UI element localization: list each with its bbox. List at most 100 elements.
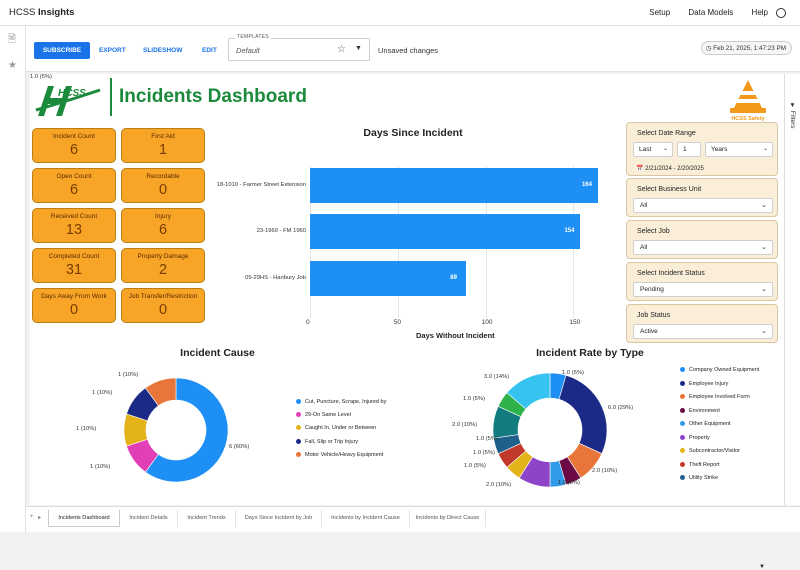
legend-item[interactable]: Caught In, Under or Between — [296, 425, 376, 431]
legend-item[interactable]: Theft Report — [680, 462, 720, 468]
kpi-label: Recordable — [146, 173, 180, 180]
kpi-days-away[interactable]: Days Away From Work 0 — [32, 288, 116, 323]
job-status-value: Active — [640, 328, 658, 335]
refresh-datetime-chip[interactable]: ◷ Feb 21, 2025, 1:47:23 PM — [700, 41, 792, 55]
legend-swatch — [680, 461, 685, 467]
date-mode-value: Last — [639, 146, 652, 153]
star-icon[interactable]: ★ — [8, 60, 17, 71]
hcss-logo: HCSS — [35, 86, 101, 116]
slideshow-button[interactable]: SLIDESHOW — [143, 47, 183, 54]
legend-item[interactable]: Environment — [680, 408, 720, 414]
kpi-injury[interactable]: Injury 6 — [121, 208, 205, 243]
legend-item[interactable]: Property — [680, 435, 710, 441]
app-brand[interactable]: HCSS Insights — [9, 7, 74, 18]
rate-slice[interactable] — [506, 372, 551, 410]
chevron-down-icon: ⌄ — [761, 244, 767, 251]
dashboard-title: Incidents Dashboard — [119, 86, 307, 107]
export-button[interactable]: EXPORT — [99, 47, 126, 54]
business-unit-select[interactable]: All ⌄ — [633, 198, 773, 213]
incident-cause-title: Incident Cause — [180, 347, 255, 359]
date-range-text[interactable]: 📅 2/21/2024 - 2/20/2025 — [636, 165, 704, 172]
job-status-select[interactable]: Active ⌄ — [633, 324, 773, 339]
legend-item[interactable]: Employee Involved Form — [680, 394, 750, 400]
kpi-received-count[interactable]: Received Count 13 — [32, 208, 116, 243]
kpi-label: Injury — [155, 213, 171, 220]
incident-status-select[interactable]: Pending ⌄ — [633, 282, 773, 297]
job-select[interactable]: All ⌄ — [633, 240, 773, 255]
kpi-completed-count[interactable]: Completed Count 31 — [32, 248, 116, 283]
legend-item[interactable]: 29-On Same Level — [296, 412, 351, 418]
legend-item[interactable]: Employee Injury — [680, 381, 728, 387]
cause-slice[interactable] — [145, 377, 177, 407]
legend-label: Property — [689, 434, 710, 441]
legend-item[interactable]: Cut, Puncture, Scrape, Injured by — [296, 399, 386, 405]
rate-slice-label: 1.0 (5%) — [562, 370, 584, 376]
legend-label: Company Owned Equipment — [689, 367, 760, 373]
date-range-mode-select[interactable]: Last ⌄ — [633, 142, 673, 157]
rate-slice-label: 6.0 (29%) — [608, 405, 634, 411]
favorite-star-icon[interactable]: ☆ — [337, 44, 346, 55]
kpi-value: 0 — [69, 302, 79, 318]
dashboard-canvas: HCSS Incidents Dashboard HCSS Safety Inc… — [30, 74, 784, 570]
tab-incidents-by-incident-cause[interactable]: Incidents by Incident Cause — [322, 510, 410, 527]
templates-select[interactable]: TEMPLATES Default ☆ ▼ — [228, 34, 370, 61]
kpi-label: First Aid — [151, 133, 175, 140]
legend-swatch — [296, 425, 301, 431]
legend-swatch — [680, 380, 685, 386]
logo-divider — [110, 78, 112, 116]
kpi-value: 31 — [65, 262, 83, 278]
bar[interactable] — [310, 168, 598, 203]
legend-scroll-down-icon[interactable]: ▼ — [759, 564, 765, 570]
legend-item[interactable]: Company Owned Equipment — [680, 367, 759, 373]
top-bar: HCSS Insights Setup Data Models Help — [0, 0, 800, 26]
cause-slice[interactable] — [145, 377, 229, 483]
rate-slice-label: 3.0 (14%) — [484, 374, 510, 380]
legend-swatch — [680, 434, 685, 440]
bar-category-label: 05-29HS - Hanbury Job — [245, 275, 306, 281]
kpi-open-count[interactable]: Open Count 6 — [32, 168, 116, 203]
tabs-scroll-icon[interactable]: ▸ — [38, 515, 42, 521]
kpi-value: 6 — [69, 182, 79, 198]
kpi-property-damage[interactable]: Property Damage 2 — [121, 248, 205, 283]
kpi-label: Days Away From Work — [41, 293, 107, 300]
legend-item[interactable]: Motor Vehicle/Heavy Equipment — [296, 452, 383, 458]
bar[interactable] — [310, 214, 581, 249]
legend-item[interactable]: Utility Strike — [680, 475, 718, 481]
tab-incidents-by-direct-cause[interactable]: Incidents by Direct Cause — [410, 510, 486, 527]
kpi-recordable[interactable]: Recordable 0 — [121, 168, 205, 203]
bar-category-label: 23-1960 - FM 1960 — [256, 228, 306, 234]
date-range-value: 2/21/2024 - 2/20/2025 — [645, 166, 704, 172]
tab-incident-details[interactable]: Incident Details — [120, 510, 178, 527]
tab-days-since-incident-by-job[interactable]: Days Since Incident by Job — [236, 510, 322, 527]
clock-icon: ◷ — [705, 45, 712, 52]
legend-swatch — [680, 421, 685, 427]
kpi-job-transfer[interactable]: Job Transfer/Restriction 0 — [121, 288, 205, 323]
bar[interactable] — [310, 261, 467, 296]
legend-label: Motor Vehicle/Heavy Equipment — [305, 451, 384, 458]
tabs-add-icon[interactable]: + — [30, 514, 34, 520]
bar-value-label: 154 — [564, 228, 575, 234]
bar-x-tick: 0 — [306, 319, 310, 326]
date-range-unit-select[interactable]: Years ⌄ — [705, 142, 773, 157]
caret-down-icon[interactable]: ▼ — [355, 45, 362, 52]
legend-item[interactable]: Other Equipment — [680, 421, 731, 427]
document-icon[interactable]: 🗎 — [8, 34, 17, 45]
legend-label: Environment — [689, 407, 720, 414]
nav-setup[interactable]: Setup — [649, 8, 671, 17]
kpi-first-aid[interactable]: First Aid 1 — [121, 128, 205, 163]
tab-incidents-dashboard[interactable]: Incidents Dashboard — [48, 510, 120, 527]
tab-incident-trends[interactable]: Incident Trends — [178, 510, 236, 527]
edit-button[interactable]: EDIT — [202, 47, 217, 54]
legend-item[interactable]: Fall, Slip or Trip Injury — [296, 439, 358, 445]
legend-item[interactable]: Subcontractor/Visitor — [680, 448, 740, 454]
kpi-incident-count[interactable]: Incident Count 6 — [32, 128, 116, 163]
subscribe-button[interactable]: SUBSCRIBE — [34, 42, 90, 59]
nav-data-models[interactable]: Data Models — [688, 8, 734, 17]
filters-tab[interactable]: ▼ Filters — [789, 102, 796, 129]
user-account-icon[interactable] — [776, 8, 786, 18]
date-range-count-input[interactable]: 1 — [677, 142, 701, 157]
donut-charts — [123, 372, 608, 488]
rate-slice[interactable] — [558, 374, 608, 455]
cause-slice-label: 1 (10%) — [90, 464, 111, 470]
nav-help[interactable]: Help — [751, 8, 768, 17]
